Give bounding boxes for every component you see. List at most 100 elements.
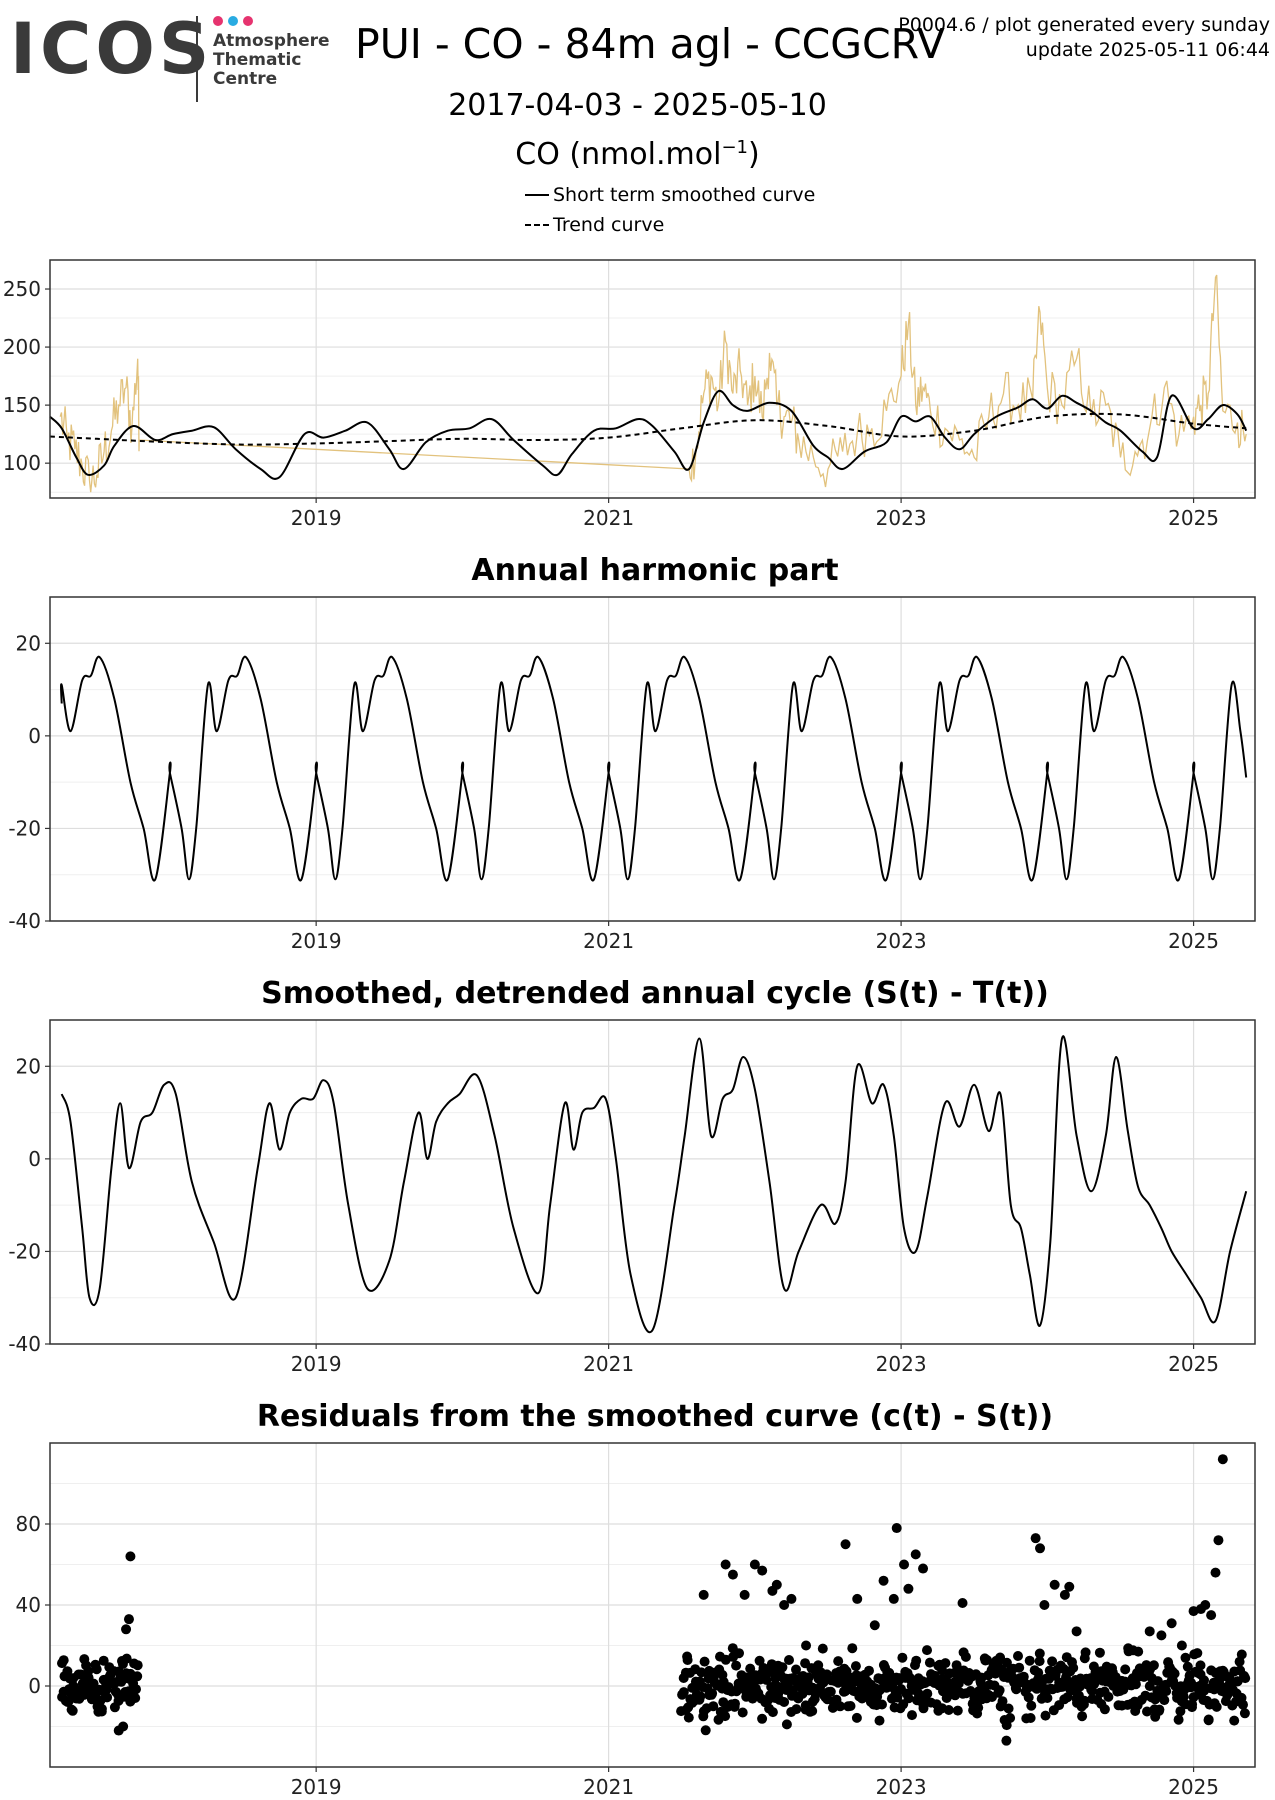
panel-title-3: Smoothed, detrended annual cycle (S(t) -… <box>261 976 1049 1011</box>
residual-point <box>1042 1693 1053 1703</box>
residual-point <box>1238 1699 1248 1710</box>
residual-point <box>1130 1679 1141 1690</box>
logo-dot-3 <box>243 16 253 26</box>
residual-point <box>818 1677 829 1688</box>
x-tick-label: 2021 <box>583 506 634 530</box>
logo-dots <box>213 16 253 26</box>
residual-point <box>131 1684 141 1695</box>
residual-outlier <box>1144 1626 1155 1637</box>
plot-metadata: P0004.6 / plot generated every sunday up… <box>898 13 1270 63</box>
plot-frame <box>49 1019 1256 1345</box>
residual-outlier <box>801 1640 812 1651</box>
residual-point <box>1099 1704 1110 1715</box>
logo-dot-1 <box>213 16 223 26</box>
residual-point <box>922 1645 932 1656</box>
unit-label: CO (nmol.mol−1) <box>0 137 1275 172</box>
harmonic-series <box>60 655 1248 882</box>
residual-point <box>1094 1647 1105 1658</box>
residual-point <box>745 1663 756 1674</box>
x-tick-label: 2023 <box>876 929 927 953</box>
plot-frame <box>49 596 1256 922</box>
residual-point <box>1011 1684 1022 1695</box>
residual-point <box>833 1656 844 1667</box>
x-tick-label: 2025 <box>1168 1775 1219 1799</box>
residual-point <box>864 1665 874 1676</box>
residual-outlier <box>1156 1630 1167 1641</box>
residual-outlier <box>1213 1535 1224 1546</box>
panel-title-4: Residuals from the smoothed curve (c(t) … <box>256 1399 1054 1434</box>
residual-outlier <box>910 1549 921 1560</box>
y-tick-label: -40 <box>8 1332 41 1356</box>
residual-point <box>121 1653 132 1664</box>
residual-outlier <box>1039 1600 1050 1610</box>
residual-point <box>1180 1652 1191 1663</box>
residual-point <box>730 1698 740 1709</box>
x-tick-label: 2025 <box>1168 929 1219 953</box>
residual-outlier <box>840 1539 851 1550</box>
residual-point <box>995 1652 1006 1663</box>
y-tick-label: 0 <box>28 724 41 748</box>
residual-point <box>1023 1692 1034 1703</box>
x-tick-label: 2025 <box>1168 506 1219 530</box>
residual-point <box>1154 1704 1165 1715</box>
residual-point <box>922 1688 933 1699</box>
residual-outlier <box>1071 1626 1082 1637</box>
y-tick-label: -20 <box>8 1239 41 1263</box>
residual-point <box>784 1655 794 1665</box>
residual-outlier <box>757 1565 768 1576</box>
residual-point <box>903 1693 914 1704</box>
residual-point <box>695 1691 706 1702</box>
residual-point <box>1240 1673 1251 1684</box>
legend-label-smooth: Short term smoothed curve <box>553 184 816 206</box>
residual-point <box>731 1660 742 1671</box>
residual-point <box>1026 1700 1037 1711</box>
panel-title-2: Annual harmonic part <box>471 553 839 588</box>
residual-point <box>132 1671 143 1682</box>
residual-point <box>1040 1710 1051 1721</box>
y-tick-label: 0 <box>28 1147 41 1171</box>
plot-frame <box>49 259 1256 499</box>
residual-outlier <box>771 1579 782 1590</box>
chart-annual-harmonic: -40 -20 0 20 2019 2021 2023 2025 <box>8 596 1256 953</box>
legend-label-trend: Trend curve <box>553 214 665 236</box>
smoothed-series <box>60 1035 1248 1334</box>
residual-point <box>1025 1713 1036 1723</box>
residual-point <box>1152 1676 1163 1687</box>
residual-point <box>1077 1711 1088 1722</box>
residual-point <box>1225 1675 1236 1686</box>
residual-point <box>904 1672 915 1683</box>
residual-point <box>58 1655 69 1666</box>
x-tick-label: 2023 <box>876 1775 927 1799</box>
x-tick-label: 2021 <box>583 1775 634 1799</box>
residual-point <box>877 1699 887 1710</box>
smoothed-series <box>49 389 1248 480</box>
residual-outlier <box>1206 1610 1217 1621</box>
residual-point <box>907 1710 917 1721</box>
logo-line-2: Thematic <box>213 50 302 70</box>
residual-point <box>791 1664 801 1675</box>
residual-point <box>1178 1691 1189 1702</box>
residual-point <box>940 1658 951 1669</box>
residual-point <box>1013 1651 1023 1661</box>
residual-outlier <box>903 1583 914 1594</box>
residual-point <box>1034 1656 1045 1667</box>
meta-generation-note: P0004.6 / plot generated every sunday <box>898 14 1270 36</box>
legend-solid-swatch <box>525 194 549 196</box>
x-tick-label: 2021 <box>583 1352 634 1376</box>
residual-point <box>1080 1647 1091 1658</box>
residual-point <box>850 1661 861 1672</box>
residual-point <box>1003 1703 1014 1714</box>
residual-outlier <box>1035 1543 1046 1554</box>
unit-base: CO (nmol.mol <box>515 137 722 172</box>
residual-outlier <box>1176 1640 1187 1651</box>
residual-outlier <box>957 1597 968 1608</box>
residual-outlier <box>727 1569 738 1580</box>
x-tick-label: 2025 <box>1168 1352 1219 1376</box>
residual-point <box>1148 1660 1159 1671</box>
residual-point <box>102 1692 113 1703</box>
y-tick-label: 20 <box>16 631 41 655</box>
x-tick-label: 2023 <box>876 506 927 530</box>
legend-dashed-swatch <box>525 224 549 226</box>
residual-point <box>1203 1714 1214 1725</box>
logo-wordmark: ICOS <box>10 8 214 90</box>
